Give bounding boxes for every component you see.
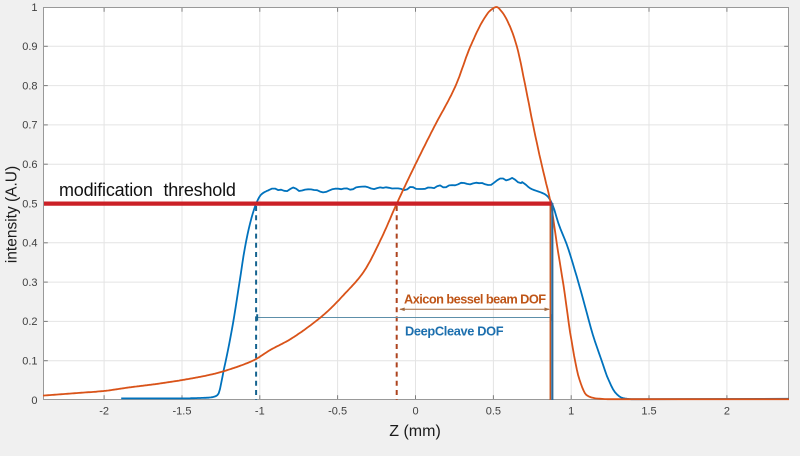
svg-text:Z (mm): Z (mm) [389, 423, 441, 440]
svg-text:0.4: 0.4 [22, 238, 37, 250]
svg-text:1.5: 1.5 [641, 406, 656, 418]
svg-text:DeepCleave DOF: DeepCleave DOF [405, 324, 504, 339]
svg-text:-1.5: -1.5 [173, 406, 192, 418]
svg-text:0.9: 0.9 [22, 41, 37, 53]
svg-text:0.2: 0.2 [22, 316, 37, 328]
svg-text:-1: -1 [255, 406, 265, 418]
svg-text:modification threshold: modification threshold [59, 180, 236, 200]
svg-text:-0.5: -0.5 [328, 406, 347, 418]
svg-text:2: 2 [724, 406, 730, 418]
svg-text:0.3: 0.3 [22, 277, 37, 289]
svg-text:1: 1 [568, 406, 574, 418]
svg-text:Axicon bessel beam DOF: Axicon bessel beam DOF [404, 292, 546, 307]
svg-text:0.7: 0.7 [22, 120, 37, 132]
svg-text:0.1: 0.1 [22, 356, 37, 368]
svg-text:0: 0 [31, 395, 37, 407]
svg-text:0: 0 [412, 406, 418, 418]
svg-text:0.6: 0.6 [22, 159, 37, 171]
svg-text:0.5: 0.5 [486, 406, 501, 418]
svg-text:1: 1 [31, 2, 37, 14]
svg-text:-2: -2 [99, 406, 109, 418]
svg-text:0.8: 0.8 [22, 80, 37, 92]
svg-text:0.5: 0.5 [22, 198, 37, 210]
svg-text:intensity (A.U): intensity (A.U) [4, 166, 21, 263]
